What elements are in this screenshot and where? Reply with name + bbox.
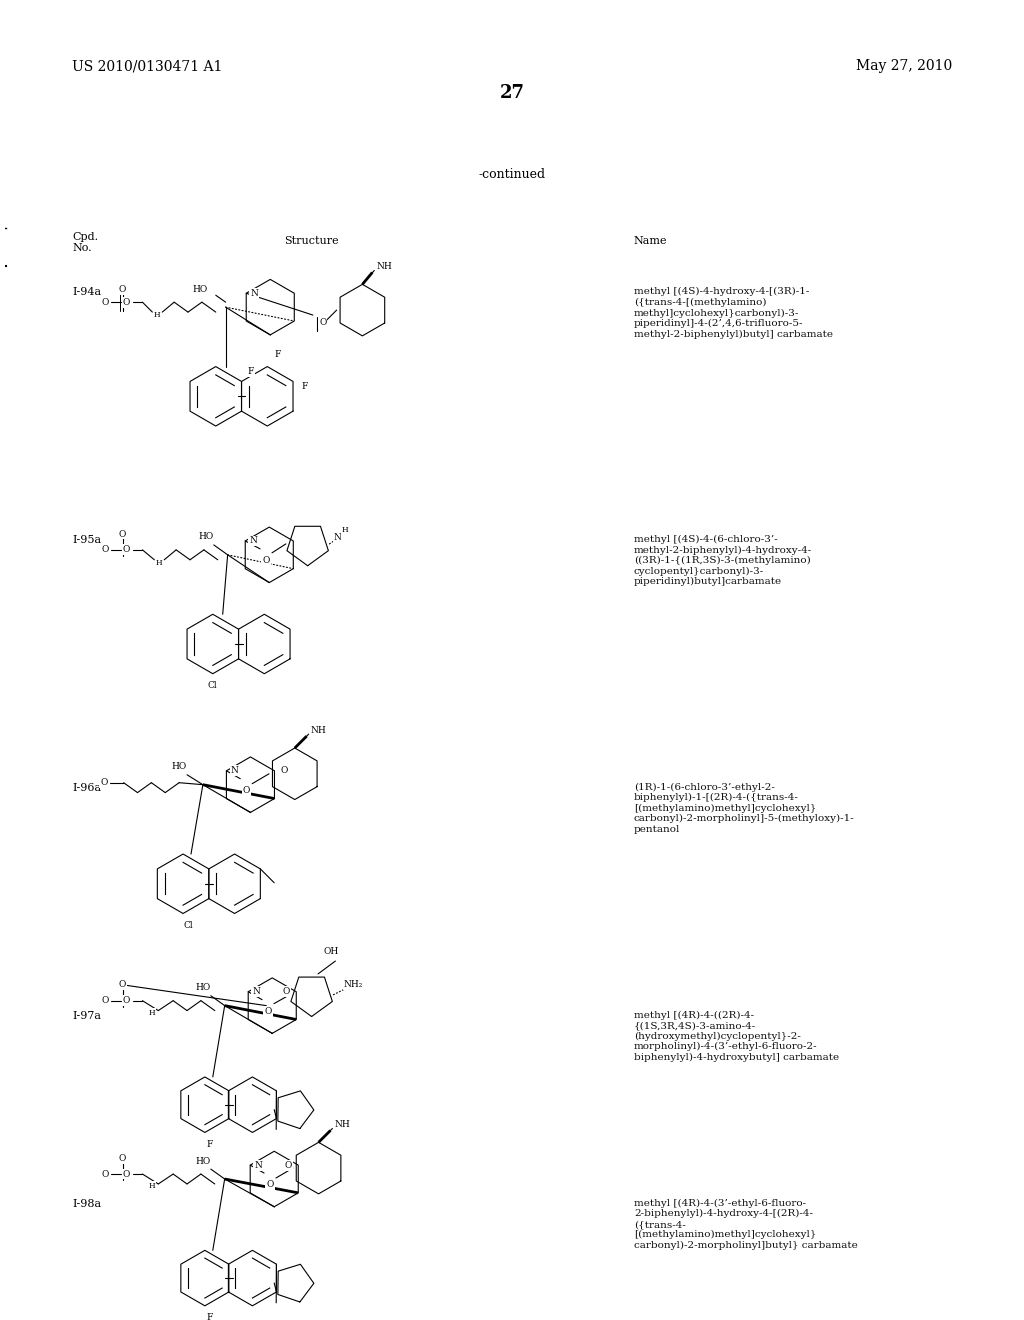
Text: O: O — [123, 545, 130, 554]
Text: O: O — [119, 285, 126, 294]
Text: I-98a: I-98a — [72, 1199, 101, 1209]
Text: O: O — [119, 981, 126, 989]
Text: F: F — [247, 367, 254, 376]
Text: O: O — [262, 556, 269, 565]
Text: -continued: -continued — [478, 169, 546, 181]
Text: HO: HO — [196, 1156, 211, 1166]
Text: N: N — [254, 1160, 262, 1170]
Text: HO: HO — [171, 763, 186, 771]
Text: NH: NH — [335, 1119, 350, 1129]
Text: H: H — [150, 1008, 156, 1016]
Text: F: F — [274, 350, 281, 359]
Text: O: O — [264, 1007, 271, 1016]
Text: O: O — [281, 767, 288, 775]
Text: O: O — [101, 545, 109, 554]
Text: methyl [(4R)-4-(3’-ethyl-6-fluoro-
2-biphenylyl)-4-hydroxy-4-[(2R)-4-
({trans-4-: methyl [(4R)-4-(3’-ethyl-6-fluoro- 2-bip… — [634, 1199, 858, 1250]
Text: Cl: Cl — [183, 921, 193, 929]
Text: O: O — [101, 298, 109, 306]
Text: F: F — [207, 1140, 213, 1148]
Text: 27: 27 — [500, 84, 524, 102]
Text: May 27, 2010: May 27, 2010 — [856, 59, 952, 74]
Text: O: O — [119, 529, 126, 539]
Text: Cl: Cl — [208, 681, 218, 690]
Text: H: H — [150, 1181, 156, 1189]
Text: F: F — [207, 1313, 213, 1320]
Text: O: O — [123, 1170, 130, 1179]
Text: O: O — [283, 987, 290, 997]
Text: N: N — [230, 767, 239, 775]
Text: H: H — [154, 312, 161, 319]
Text: Cpd.
No.: Cpd. No. — [72, 232, 98, 253]
Text: NH: NH — [310, 726, 327, 735]
Text: I-97a: I-97a — [72, 1011, 101, 1020]
Text: O: O — [266, 1180, 273, 1189]
Text: O: O — [101, 997, 109, 1005]
Text: N: N — [252, 987, 260, 997]
Text: O: O — [243, 787, 250, 795]
Text: HO: HO — [193, 285, 208, 294]
Text: HO: HO — [199, 532, 213, 541]
Text: I-95a: I-95a — [72, 535, 101, 545]
Text: O: O — [285, 1160, 292, 1170]
Text: NH: NH — [376, 261, 392, 271]
Text: N: N — [334, 533, 341, 543]
Text: O: O — [319, 318, 327, 327]
Text: I-94a: I-94a — [72, 288, 101, 297]
Text: OH: OH — [324, 946, 339, 956]
Text: O: O — [101, 1170, 109, 1179]
Text: Structure: Structure — [285, 236, 339, 246]
Text: NH₂: NH₂ — [343, 981, 362, 989]
Text: Name: Name — [634, 236, 668, 246]
Text: HO: HO — [196, 983, 211, 993]
Text: N: N — [249, 536, 257, 545]
Text: H: H — [342, 527, 348, 535]
Text: N: N — [250, 289, 258, 298]
Text: I-96a: I-96a — [72, 783, 101, 793]
Text: US 2010/0130471 A1: US 2010/0130471 A1 — [72, 59, 222, 74]
Text: (1R)-1-(6-chloro-3’-ethyl-2-
biphenylyl)-1-[(2R)-4-({trans-4-
[(methylamino)meth: (1R)-1-(6-chloro-3’-ethyl-2- biphenylyl)… — [634, 783, 855, 834]
Text: H: H — [156, 558, 163, 566]
Text: F: F — [302, 381, 308, 391]
Text: O: O — [100, 779, 108, 787]
Text: methyl [(4S)-4-hydroxy-4-[(3R)-1-
({trans-4-[(methylamino)
methyl]cyclohexyl}car: methyl [(4S)-4-hydroxy-4-[(3R)-1- ({tran… — [634, 288, 833, 339]
Text: O: O — [123, 997, 130, 1005]
Text: O: O — [123, 298, 130, 306]
Text: O: O — [119, 1154, 126, 1163]
Text: methyl [(4S)-4-(6-chloro-3’-
methyl-2-biphenylyl)-4-hydroxy-4-
((3R)-1-{(1R,3S)-: methyl [(4S)-4-(6-chloro-3’- methyl-2-bi… — [634, 535, 812, 586]
Text: methyl [(4R)-4-((2R)-4-
{(1S,3R,4S)-3-amino-4-
(hydroxymethyl)cyclopentyl}-2-
mo: methyl [(4R)-4-((2R)-4- {(1S,3R,4S)-3-am… — [634, 1011, 839, 1061]
